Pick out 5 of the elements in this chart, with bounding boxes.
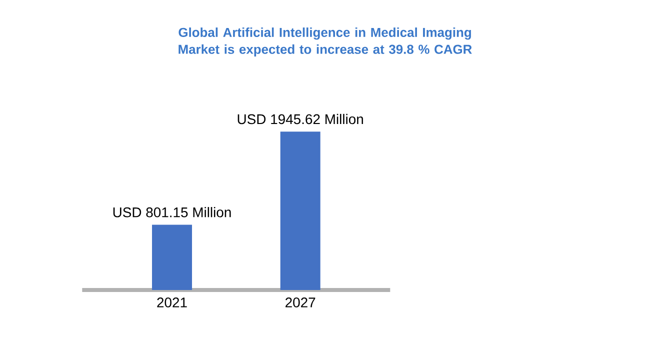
x-tick-label: 2027 [286,298,316,308]
data-label: USD 801.15 Million [113,207,231,218]
x-tick-label: 2021 [157,298,187,308]
data-label: USD 1945.62 Million [238,114,363,124]
chart-title: Global Artificial Intelligence in Medical Imaging Market is expected to increase at 39.8 % CAGR [178,27,472,56]
